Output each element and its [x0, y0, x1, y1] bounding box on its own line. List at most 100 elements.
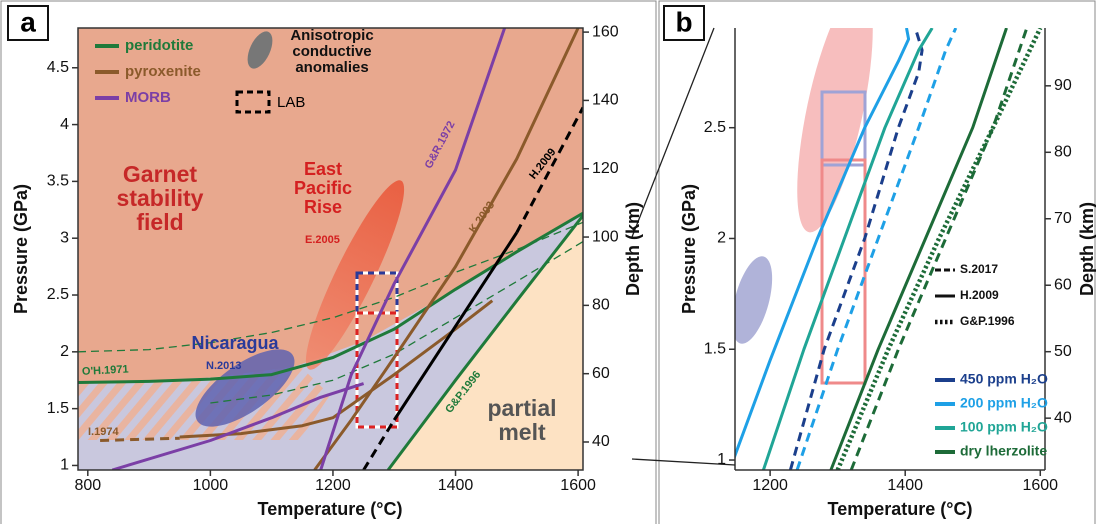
y-tick-label: 1.5	[47, 400, 69, 417]
panel-letter: b	[675, 6, 692, 37]
regions	[78, 28, 583, 470]
curve	[849, 28, 1029, 470]
y-tick-label: 3.5	[47, 173, 69, 190]
legend-label: Anisotropic conductive anomalies	[290, 27, 374, 76]
nicaragua-anomaly	[195, 349, 295, 427]
curve	[795, 28, 958, 470]
epr-anomaly	[305, 180, 405, 370]
legend-label: dry lherzolite	[960, 443, 1047, 459]
curve	[835, 28, 1043, 470]
curve-label: I.1974	[88, 426, 119, 438]
curves	[735, 28, 1043, 470]
y-axis-title: Pressure (GPa)	[11, 184, 31, 314]
y-tick-label: 2	[717, 230, 726, 247]
x-tick-label: 1000	[193, 477, 229, 494]
legend-label: 450 ppm H₂O	[960, 371, 1048, 387]
legend-label: 200 ppm H₂O	[960, 395, 1048, 411]
panel-letter-box	[663, 5, 705, 41]
legend-icon	[247, 31, 273, 69]
x-tick-label: 1600	[1022, 477, 1058, 494]
x-tick-label: 1200	[752, 477, 788, 494]
y2-tick-label: 90	[1054, 77, 1072, 94]
x-tick-label: 800	[74, 477, 101, 494]
panel-letter-box	[7, 5, 49, 41]
x-tick-label: 1200	[315, 477, 351, 494]
panel-letter: a	[20, 6, 36, 37]
y-tick-label: 1	[717, 451, 726, 468]
curve	[829, 28, 1008, 470]
y2-axis-title: Depth (km)	[1077, 202, 1096, 296]
y2-tick-label: 160	[592, 23, 619, 40]
y-tick-label: 2	[60, 343, 69, 360]
y2-tick-label: 50	[1054, 343, 1072, 360]
y2-tick-label: 80	[592, 297, 610, 314]
y-tick-label: 1.5	[704, 340, 726, 357]
annotation: N.2013	[206, 360, 241, 372]
curve-label: O'H.1971	[82, 363, 129, 377]
annotation: East Pacific Rise	[293, 159, 353, 217]
curve	[78, 221, 583, 353]
curve	[111, 382, 365, 470]
curve	[362, 419, 396, 470]
legend: peridotite pyroxenite MORB	[95, 37, 201, 106]
panel-border	[658, 0, 1096, 524]
x-tick-label: 1400	[887, 477, 923, 494]
curve	[515, 106, 583, 234]
nicaragua-anomaly	[735, 256, 773, 344]
panel-border	[0, 0, 657, 524]
regions	[735, 28, 873, 385]
y-tick-label: 4	[60, 116, 69, 133]
lab-box	[820, 158, 867, 385]
y-axis-title: Pressure (GPa)	[679, 184, 699, 314]
y2-tick-label: 80	[1054, 144, 1072, 161]
annotation: partial melt	[487, 395, 557, 446]
annotation: Nicaragua	[191, 333, 279, 353]
annotation: E.2005	[305, 234, 340, 246]
legend-label: LAB	[277, 94, 305, 111]
zoom-line	[631, 27, 715, 238]
x-tick-label: 1600	[560, 477, 596, 494]
legend-label: S.2017	[960, 262, 998, 276]
x-tick-label: 1400	[438, 477, 474, 494]
y2-tick-label: 60	[1054, 276, 1072, 293]
y-tick-label: 1	[60, 457, 69, 474]
curve	[386, 214, 583, 470]
y2-tick-label: 120	[592, 160, 619, 177]
curves	[78, 28, 583, 470]
x-axis-title: Temperature (°C)	[828, 499, 973, 519]
legend-label: pyroxenite	[125, 63, 201, 80]
curve	[313, 28, 580, 470]
y-tick-label: 2.5	[47, 286, 69, 303]
y2-tick-label: 40	[592, 433, 610, 450]
curve	[319, 28, 507, 470]
y-tick-label: 2.5	[704, 119, 726, 136]
y2-tick-label: 70	[1054, 210, 1072, 227]
legend-label: MORB	[125, 89, 171, 106]
curve	[392, 231, 519, 421]
y2-tick-label: 100	[592, 228, 619, 245]
curve	[100, 436, 180, 442]
curve	[761, 28, 934, 470]
legend-label: 100 ppm H₂O	[960, 419, 1048, 435]
epr-anomaly	[797, 28, 873, 233]
curve	[735, 28, 911, 460]
y-tick-label: 4.5	[47, 59, 69, 76]
y-tick-label: 3	[60, 229, 69, 246]
legend-icon	[235, 90, 271, 114]
curve	[179, 299, 494, 439]
y2-tick-label: 140	[592, 92, 619, 109]
y2-tick-label: 40	[1054, 409, 1072, 426]
y2-axis-title: Depth (km)	[623, 202, 643, 296]
annotation: Garnet stability field	[116, 161, 204, 236]
legend-label: H.2009	[960, 288, 999, 302]
legend-label: G&P.1996	[960, 314, 1015, 328]
x-axis-title: Temperature (°C)	[258, 499, 403, 519]
plot-frame	[77, 27, 584, 471]
legend-label: peridotite	[125, 37, 193, 54]
curve	[788, 28, 924, 470]
legend: S.2017 H.2009 G&P.1996 450 ppm H₂O 200 ppm H…	[935, 262, 1048, 459]
y2-tick-label: 60	[592, 365, 610, 382]
zoom-line	[631, 458, 736, 466]
